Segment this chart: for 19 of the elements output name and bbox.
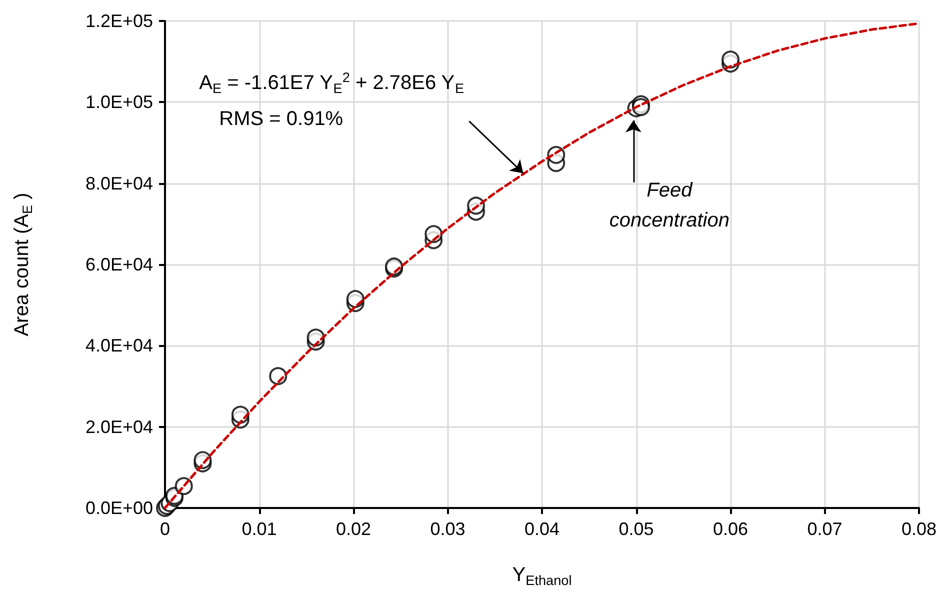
x-tick-label: 0.04 (524, 519, 560, 539)
y-tick-label: 0.0E+00 (85, 498, 153, 518)
x-tick-label: 0.03 (430, 519, 466, 539)
y-tick-label: 2.0E+04 (85, 416, 153, 437)
y-axis-title: Area count (AE ) (11, 192, 35, 336)
x-tick-label: 0.06 (712, 519, 748, 539)
x-tick-label: 0.08 (901, 519, 937, 539)
x-tick-label: 0.02 (336, 519, 372, 539)
y-tick-label: 1.2E+05 (85, 11, 153, 31)
y-tick-label: 8.0E+04 (85, 173, 153, 194)
y-tick-label: 6.0E+04 (85, 254, 153, 274)
y-tick-label: 1.0E+05 (85, 92, 153, 112)
x-tick-label: 0.01 (242, 519, 277, 539)
annotation: Feed concentration (609, 179, 730, 232)
annotation: RMS = 0.91% (219, 108, 344, 130)
x-tick-label: 0 (160, 519, 170, 539)
x-tick-label: 0.07 (807, 519, 842, 539)
y-tick-label: 4.0E+04 (85, 336, 153, 356)
x-tick-label: 0.05 (618, 519, 654, 539)
